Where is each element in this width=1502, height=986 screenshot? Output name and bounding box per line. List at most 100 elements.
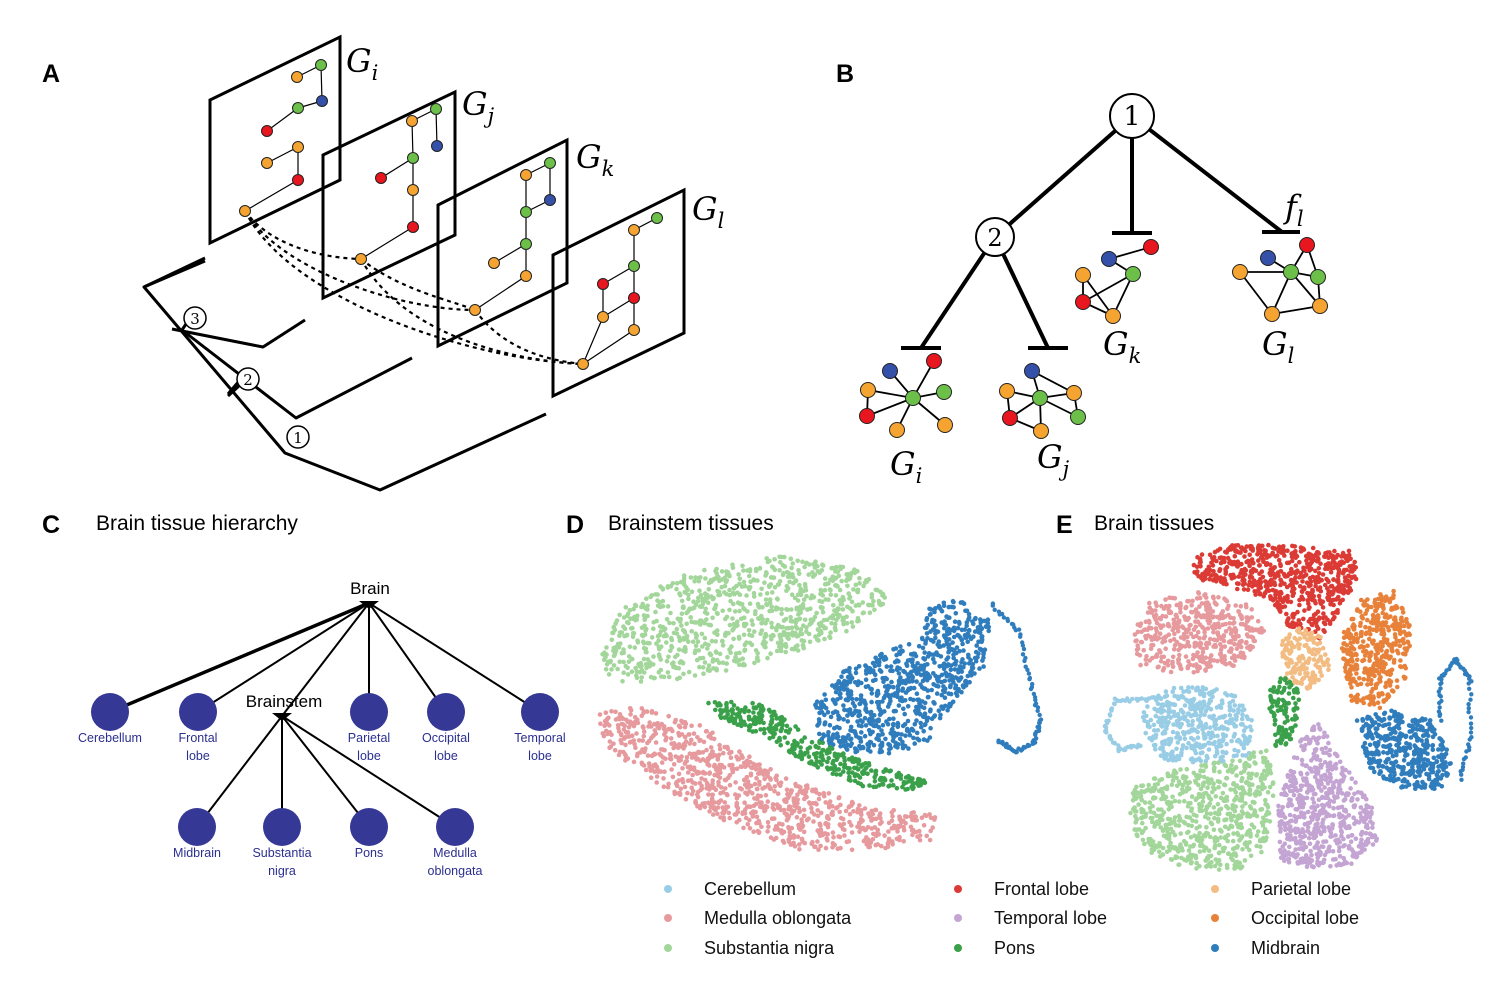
- scatter-point: [645, 603, 650, 609]
- scatter-point: [1170, 794, 1175, 800]
- scatter-point: [725, 746, 731, 751]
- scatter-point: [717, 578, 722, 584]
- scatter-point: [894, 692, 900, 697]
- scatter-point: [952, 619, 958, 624]
- scatter-point: [743, 815, 749, 821]
- scatter-point: [800, 602, 806, 607]
- scatter-point: [850, 700, 856, 706]
- scatter-point: [818, 810, 824, 816]
- graph-gj: [355, 103, 443, 265]
- scatter-point: [693, 751, 698, 757]
- scatter-point: [1311, 594, 1317, 599]
- scatter-point: [689, 723, 694, 729]
- scatter-point: [1249, 727, 1254, 733]
- scatter-point: [1159, 702, 1164, 708]
- scatter-point: [1163, 614, 1169, 619]
- scatter-point: [671, 745, 676, 751]
- scatter-point: [1203, 655, 1209, 660]
- scatter-point: [769, 625, 775, 630]
- panel-d-scatter: [597, 554, 1044, 853]
- scatter-point: [623, 663, 629, 669]
- scatter-point: [840, 751, 846, 756]
- graph-b-gj: [999, 363, 1086, 439]
- scatter-point: [626, 720, 632, 725]
- scatter-point: [750, 700, 755, 706]
- scatter-point: [1324, 553, 1329, 559]
- tree-top-leaf-3-node: [427, 693, 465, 731]
- scatter-point: [934, 629, 939, 634]
- scatter-point: [653, 609, 658, 615]
- scatter-point: [1160, 640, 1165, 645]
- scatter-point: [705, 756, 711, 761]
- tree-bottom-leaf-3-node: [436, 808, 474, 846]
- scatter-point: [709, 792, 715, 798]
- scatter-point: [653, 711, 659, 716]
- scatter-point: [1153, 732, 1159, 738]
- scatter-point: [740, 563, 745, 569]
- scatter-point: [1186, 730, 1191, 735]
- scatter-point: [1255, 618, 1261, 624]
- scatter-point: [1333, 587, 1339, 592]
- b-label-fl: fl: [1283, 188, 1304, 231]
- scatter-point: [867, 814, 873, 820]
- scatter-point: [778, 780, 784, 785]
- scatter-point: [849, 847, 855, 853]
- scatter-point: [611, 741, 616, 746]
- scatter-point: [1190, 718, 1195, 724]
- scatter-point: [1158, 650, 1163, 655]
- scatter-point: [715, 774, 721, 779]
- scatter-point: [898, 823, 903, 828]
- scatter-point: [992, 607, 997, 612]
- scatter-point: [733, 654, 738, 660]
- scatter-point: [859, 730, 864, 735]
- tree-bottom-leaf-2-node: [350, 808, 388, 846]
- scatter-point: [818, 620, 824, 626]
- scatter-point: [887, 783, 893, 788]
- scatter-point: [951, 655, 956, 661]
- cluster-d-substantia-nigra: [600, 554, 887, 684]
- scatter-point: [785, 795, 791, 801]
- scatter-point: [771, 837, 777, 842]
- scatter-point: [611, 648, 616, 654]
- scatter-point: [1300, 597, 1306, 602]
- scatter-point: [676, 791, 681, 796]
- scatter-point: [1162, 738, 1168, 744]
- scatter-point: [1328, 584, 1334, 589]
- scatter-point: [704, 782, 710, 787]
- scatter-point: [847, 811, 853, 817]
- scatter-point: [919, 724, 924, 730]
- scatter-point: [863, 705, 869, 711]
- scatter-point: [861, 838, 867, 844]
- scatter-point: [891, 647, 896, 652]
- scatter-point: [1196, 591, 1202, 596]
- scatter-point: [1238, 604, 1244, 609]
- scatter-point: [795, 592, 801, 597]
- scatter-point: [1132, 632, 1138, 637]
- scatter-point: [640, 738, 645, 743]
- scatter-point: [787, 579, 792, 585]
- scatter-point: [1210, 694, 1215, 700]
- scatter-point: [621, 647, 626, 652]
- scatter-point: [886, 820, 892, 826]
- scatter-point: [1223, 629, 1229, 634]
- scatter-point: [717, 651, 723, 657]
- scatter-point: [741, 825, 746, 831]
- scatter-point: [1181, 625, 1186, 630]
- scatter-point: [767, 597, 773, 602]
- scatter-point: [982, 618, 987, 624]
- tree-brainstem-label: Brainstem: [246, 692, 323, 711]
- scatter-point: [834, 772, 839, 777]
- scatter-point: [1201, 731, 1206, 736]
- graph-node: [597, 311, 609, 323]
- plane-gk: [436, 137, 569, 349]
- scatter-point: [818, 843, 823, 849]
- scatter-point: [1253, 592, 1258, 597]
- scatter-point: [1198, 709, 1204, 714]
- scatter-point: [773, 607, 779, 612]
- scatter-point: [780, 831, 785, 836]
- scatter-point: [644, 626, 649, 632]
- scatter-point: [1236, 633, 1241, 639]
- scatter-point: [1028, 686, 1034, 692]
- scatter-point: [772, 784, 778, 789]
- b-label-gj: Gj: [1037, 438, 1070, 481]
